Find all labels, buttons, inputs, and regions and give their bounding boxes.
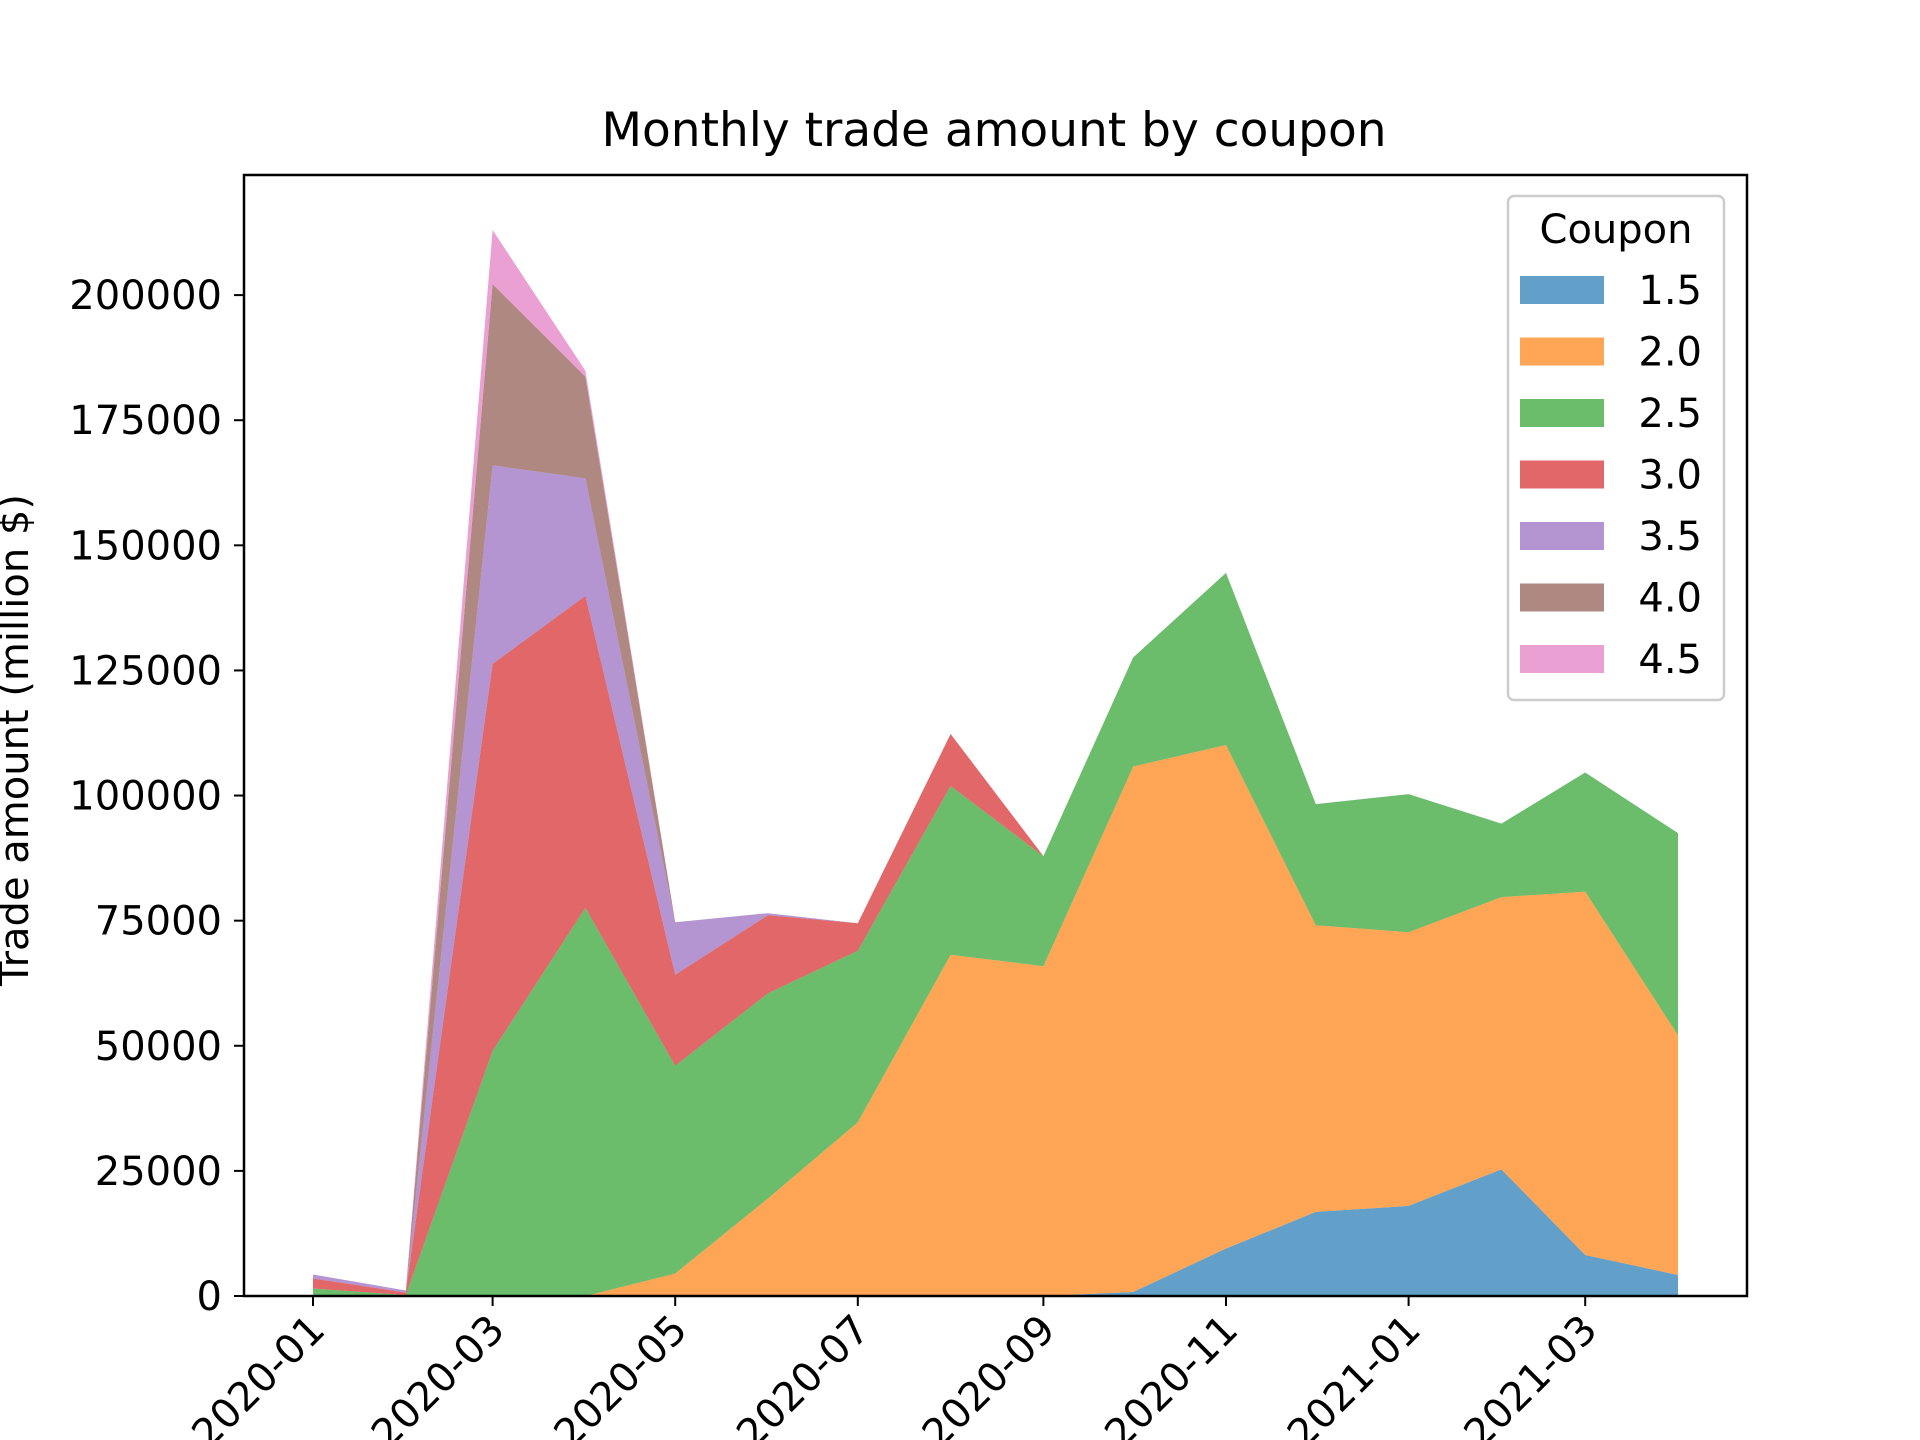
legend-swatch	[1520, 522, 1604, 550]
x-axis: 2020-01 2020-03 2020-05 2020-07 2020-09 2020-…	[183, 1296, 1606, 1440]
y-axis: 0 25000 50000 75000 100000 125000 150000 175000…	[69, 273, 244, 1320]
y-tick-label: 0	[197, 1274, 222, 1320]
area-layers	[313, 230, 1678, 1296]
y-axis-label: Trade amount (million $)	[0, 494, 38, 987]
legend-swatch	[1520, 276, 1604, 304]
x-tick-label: 2020-09	[914, 1307, 1065, 1440]
legend-label: 2.0	[1638, 330, 1702, 376]
plot-frame	[242, 173, 1749, 1298]
x-tick-label: 2020-01	[183, 1307, 334, 1440]
legend-label: 4.0	[1638, 576, 1702, 622]
area-series-1-5	[313, 1169, 1678, 1296]
legend-label: 3.5	[1638, 514, 1702, 560]
y-tick-label: 100000	[69, 774, 222, 820]
y-tick-label: 50000	[95, 1024, 222, 1070]
legend-swatch	[1520, 460, 1604, 489]
y-tick-label: 125000	[69, 648, 222, 694]
legend-items: 1.5 2.0 2.5 3.0 3.5 4.0 4.5	[1520, 268, 1702, 683]
legend-label: 1.5	[1638, 268, 1702, 314]
area-series-2-5	[313, 572, 1678, 1296]
x-tick-label: 2020-05	[546, 1307, 697, 1440]
y-tick-label: 150000	[69, 523, 222, 569]
x-tick-label: 2021-03	[1456, 1307, 1607, 1440]
x-tick-label: 2020-07	[728, 1307, 879, 1440]
y-tick-label: 25000	[95, 1149, 222, 1195]
legend-swatch	[1520, 583, 1604, 612]
legend-swatch	[1520, 399, 1604, 427]
legend-frame	[1506, 194, 1726, 702]
legend-label: 2.5	[1638, 391, 1702, 437]
y-tick-label: 200000	[69, 273, 222, 319]
legend-label: 4.5	[1638, 637, 1702, 683]
y-tick-label: 175000	[69, 398, 222, 444]
y-tick-label: 75000	[95, 899, 222, 945]
chart-title: Monthly trade amount by coupon	[601, 103, 1386, 158]
legend: Coupon 1.5 2.0 2.5 3.0 3.5 4.0 4.5	[1506, 194, 1726, 702]
legend-swatch	[1520, 645, 1604, 673]
legend-label: 3.0	[1638, 453, 1702, 499]
x-tick-label: 2020-11	[1096, 1307, 1247, 1440]
area-series-2-0	[313, 745, 1678, 1296]
legend-swatch	[1520, 337, 1604, 366]
x-tick-label: 2020-03	[363, 1307, 514, 1440]
legend-title: Coupon	[1540, 207, 1693, 253]
x-tick-label: 2021-01	[1279, 1307, 1430, 1440]
